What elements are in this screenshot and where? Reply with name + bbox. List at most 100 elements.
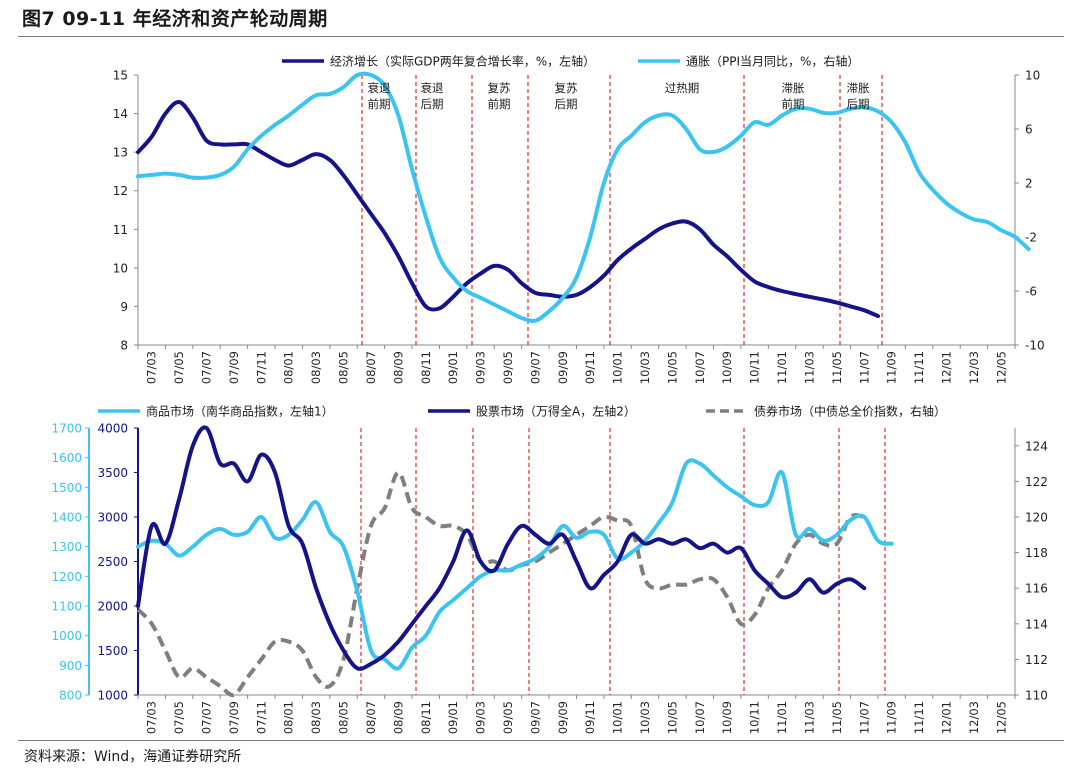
- top-x-tick-label: 12/03: [967, 351, 981, 384]
- bottom-axis1-tick-label: 1600: [51, 451, 82, 465]
- bottom-axis1-tick-label: 1500: [51, 481, 82, 495]
- bottom-axis1-tick-label: 1300: [51, 540, 82, 554]
- bottom-axis1-tick-label: 1700: [51, 422, 82, 436]
- top-left-tick-label: 15: [113, 69, 128, 83]
- bottom-axis1-tick-label: 900: [59, 659, 82, 673]
- top-right-tick-label: -6: [1025, 285, 1037, 299]
- top-left-tick-label: 11: [113, 223, 128, 237]
- top-left-tick-label: 10: [113, 261, 128, 275]
- top-x-tick-label: 10/09: [720, 351, 734, 384]
- top-x-tick-label: 11/01: [775, 351, 789, 384]
- top-left-tick-label: 12: [113, 184, 128, 198]
- bottom-x-tick-label: 11/11: [912, 701, 926, 734]
- bottom-x-tick-label: 12/03: [967, 701, 981, 734]
- bottom-x-tick-label: 09/05: [501, 701, 515, 734]
- top-x-tick-label: 10/07: [693, 351, 707, 384]
- title-divider: [18, 36, 1064, 37]
- top-x-tick-label: 10/11: [748, 351, 762, 384]
- top-x-tick-label: 08/07: [364, 351, 378, 384]
- bottom-x-tick-label: 11/03: [802, 701, 816, 734]
- top-x-tick-label: 07/05: [172, 351, 186, 384]
- top-left-tick-label: 14: [113, 107, 128, 121]
- top-x-tick-label: 07/07: [200, 351, 214, 384]
- bottom-axis2-tick-label: 2000: [97, 600, 128, 614]
- top-chart: 8 9 10 11 12 13 14 15 -10 -6 -2 2 6 10 07/03 07/05 07/07…: [113, 54, 1045, 385]
- bottom-legend-commodity: 商品市场（南华商品指数，左轴1）: [98, 404, 334, 419]
- bottom-series-1-line: [136, 425, 867, 671]
- bottom-x-tick-label: 10/09: [720, 701, 734, 734]
- bottom-axis2-tick-label: 3500: [97, 466, 128, 480]
- bottom-series-2-line: [136, 470, 865, 698]
- phase-label-bottom: 后期: [847, 97, 870, 111]
- top-legend-inflation-label: 通胀（PPI当月同比，%，右轴）: [686, 54, 859, 69]
- top-x-tick-label: 10/03: [638, 351, 652, 384]
- phase-label-top: 滞胀: [782, 81, 805, 95]
- bottom-right-tick-label: 112: [1025, 653, 1048, 667]
- bottom-right-tick-label: 114: [1025, 617, 1048, 631]
- phase-label-top: 滞胀: [847, 81, 870, 95]
- top-legend-inflation: 通胀（PPI当月同比，%，右轴）: [638, 54, 859, 69]
- top-x-tick-label: 10/01: [611, 351, 625, 384]
- top-x-tick-label: 12/01: [939, 351, 953, 384]
- phase-label-top: 复苏: [555, 81, 578, 95]
- top-x-tick-label: 10/05: [665, 351, 679, 384]
- phase-label-top: 衰退: [421, 81, 444, 95]
- top-x-tick-label: 09/09: [556, 351, 570, 384]
- bottom-right-tick-label: 118: [1025, 546, 1048, 560]
- top-x-tick-label: 12/05: [994, 351, 1008, 384]
- top-x-tick-label: 07/03: [145, 351, 159, 384]
- top-right-tick-label: 6: [1025, 123, 1033, 137]
- bottom-legend-stock: 股票市场（万得全A，左轴2）: [428, 404, 636, 419]
- bottom-x-tick-label: 10/07: [693, 701, 707, 734]
- bottom-x-tick-label: 07/03: [145, 701, 159, 734]
- bottom-x-tick-label: 09/09: [556, 701, 570, 734]
- top-x-tick-label: 11/03: [802, 351, 816, 384]
- bottom-x-tick-label: 07/09: [227, 701, 241, 734]
- top-series-0-line: [136, 100, 880, 319]
- bottom-axis2-tick-label: 2500: [97, 555, 128, 569]
- phase-label-top: 衰退: [368, 81, 391, 95]
- bottom-x-tick-label: 11/05: [830, 701, 844, 734]
- bottom-x-tick-label: 07/07: [200, 701, 214, 734]
- bottom-right-tick-label: 124: [1025, 439, 1048, 453]
- bottom-axis1-tick-label: 1100: [51, 600, 82, 614]
- bottom-axis2-tick-label: 1500: [97, 644, 128, 658]
- bottom-x-tick-label: 09/11: [583, 701, 597, 734]
- bottom-legend-bond-label: 债券市场（中债总全价指数，右轴）: [754, 404, 946, 419]
- top-right-tick-label: 10: [1025, 69, 1040, 83]
- bottom-chart: 800 900 1000 1100 1200 1300 1400 1500 1600 1700 10…: [51, 404, 1047, 735]
- bottom-x-tick-label: 11/07: [857, 701, 871, 734]
- phase-label-bottom: 后期: [555, 97, 578, 111]
- bottom-x-tick-label: 07/05: [172, 701, 186, 734]
- bottom-x-tick-label: 10/05: [665, 701, 679, 734]
- top-right-tick-label: 2: [1025, 177, 1033, 191]
- bottom-legend-commodity-label: 商品市场（南华商品指数，左轴1）: [146, 404, 334, 419]
- top-left-tick-label: 9: [120, 300, 128, 314]
- phase-label-top: 复苏: [488, 81, 511, 95]
- bottom-x-tick-label: 10/03: [638, 701, 652, 734]
- top-legend-growth-label: 经济增长（实际GDP两年复合增长率，%，左轴）: [330, 54, 595, 69]
- bottom-right-tick-label: 110: [1025, 689, 1048, 703]
- top-x-tick-label: 11/09: [885, 351, 899, 384]
- top-left-tick-label: 8: [120, 339, 128, 353]
- bottom-axis1-tick-label: 1400: [51, 511, 82, 525]
- bottom-x-tick-label: 09/07: [528, 701, 542, 734]
- top-right-tick-label: -2: [1025, 231, 1037, 245]
- bottom-x-tick-label: 08/09: [391, 701, 405, 734]
- bottom-series-0-line: [136, 458, 894, 671]
- bottom-axis1-tick-label: 1000: [51, 629, 82, 643]
- top-right-tick-label: -10: [1025, 339, 1045, 353]
- top-legend-growth: 经济增长（实际GDP两年复合增长率，%，左轴）: [282, 54, 595, 69]
- top-x-tick-label: 08/05: [337, 351, 351, 384]
- bottom-x-tick-label: 12/01: [939, 701, 953, 734]
- top-x-tick-label: 09/03: [474, 351, 488, 384]
- top-x-tick-label: 08/01: [282, 351, 296, 384]
- phase-label-bottom: 前期: [368, 97, 391, 111]
- phase-label-bottom: 前期: [782, 97, 805, 111]
- bottom-axis1-tick-label: 800: [59, 689, 82, 703]
- top-x-tick-label: 09/05: [501, 351, 515, 384]
- footer-divider: [18, 740, 1064, 741]
- top-x-tick-label: 11/05: [830, 351, 844, 384]
- bottom-axis2-tick-label: 1000: [97, 689, 128, 703]
